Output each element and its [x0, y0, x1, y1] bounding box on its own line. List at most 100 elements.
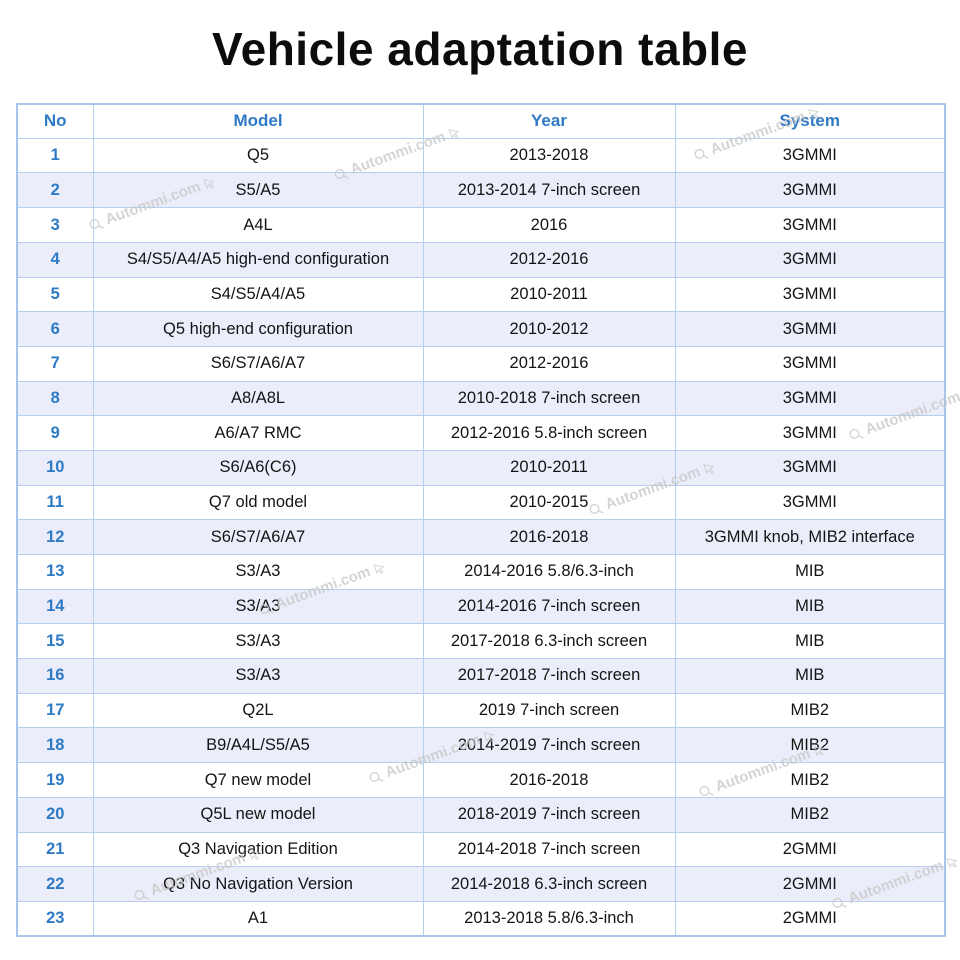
- header-row: No Model Year System: [16, 103, 946, 139]
- table-row: 16 S3/A3 2017-2018 7-inch screen MIB: [16, 658, 946, 694]
- table-row: 15 S3/A3 2017-2018 6.3-inch screen MIB: [16, 623, 946, 660]
- cell-year: 2010-2012: [422, 311, 676, 347]
- cell-model: A1: [92, 900, 424, 937]
- cell-no: 5: [16, 276, 94, 313]
- cell-system: 3GMMI knob, MIB2 interface: [674, 519, 946, 556]
- cell-year: 2014-2016 7-inch screen: [422, 588, 676, 625]
- page-title: Vehicle adaptation table: [211, 23, 749, 75]
- cell-year: 2016-2018: [422, 762, 676, 798]
- cell-year: 2017-2018 7-inch screen: [422, 658, 676, 694]
- cell-system: 2GMMI: [674, 900, 946, 937]
- cell-no: 9: [16, 415, 94, 451]
- cell-system: 2GMMI: [674, 866, 946, 902]
- cell-model: Q5: [92, 137, 424, 174]
- cell-no: 11: [16, 484, 94, 521]
- table-row: 11 Q7 old model 2010-2015 3GMMI: [16, 484, 946, 521]
- cell-year: 2010-2018 7-inch screen: [422, 380, 676, 417]
- cell-model: B9/A4L/S5/A5: [92, 727, 424, 764]
- cell-model: S3/A3: [92, 623, 424, 660]
- cell-model: S6/S7/A6/A7: [92, 345, 424, 382]
- cell-year: 2010-2015: [422, 484, 676, 521]
- cell-model: Q5 high-end configuration: [92, 311, 424, 347]
- cell-no: 15: [16, 623, 94, 660]
- cell-no: 13: [16, 554, 94, 590]
- cell-year: 2013-2018: [422, 137, 676, 174]
- cell-model: S3/A3: [92, 554, 424, 590]
- cell-year: 2013-2018 5.8/6.3-inch: [422, 900, 676, 937]
- cursor-arrow-icon: [946, 857, 958, 868]
- cell-model: Q7 new model: [92, 762, 424, 798]
- cell-no: 18: [16, 727, 94, 764]
- cell-system: 3GMMI: [674, 172, 946, 209]
- cell-year: 2012-2016: [422, 241, 676, 278]
- cell-no: 3: [16, 207, 94, 243]
- table-row: 23 A1 2013-2018 5.8/6.3-inch 2GMMI: [16, 900, 946, 937]
- cell-system: MIB: [674, 588, 946, 625]
- cell-year: 2014-2016 5.8/6.3-inch: [422, 554, 676, 590]
- cell-no: 20: [16, 796, 94, 833]
- cell-model: A8/A8L: [92, 380, 424, 417]
- table-row: 2 S5/A5 2013-2014 7-inch screen 3GMMI: [16, 172, 946, 209]
- cell-system: MIB: [674, 554, 946, 590]
- cell-system: 3GMMI: [674, 449, 946, 486]
- cell-system: 3GMMI: [674, 137, 946, 174]
- cell-no: 23: [16, 900, 94, 937]
- cell-system: 3GMMI: [674, 276, 946, 313]
- cell-year: 2014-2018 7-inch screen: [422, 831, 676, 868]
- header-year: Year: [422, 103, 676, 139]
- cell-model: Q2L: [92, 692, 424, 729]
- cell-model: Q3 No Navigation Version: [92, 866, 424, 902]
- table-body: 1 Q5 2013-2018 3GMMI 2 S5/A5 2013-2014 7-inch …: [16, 137, 946, 937]
- cell-no: 17: [16, 692, 94, 729]
- cell-model: Q3 Navigation Edition: [92, 831, 424, 868]
- table-row: 20 Q5L new model 2018-2019 7-inch screen MI…: [16, 796, 946, 833]
- cell-no: 6: [16, 311, 94, 347]
- cell-no: 2: [16, 172, 94, 209]
- cell-no: 8: [16, 380, 94, 417]
- cell-system: MIB: [674, 658, 946, 694]
- cell-system: 3GMMI: [674, 311, 946, 347]
- table-row: 8 A8/A8L 2010-2018 7-inch screen 3GMMI: [16, 380, 946, 417]
- cell-year: 2013-2014 7-inch screen: [422, 172, 676, 209]
- table-row: 4 S4/S5/A4/A5 high-end configuration 2012-…: [16, 241, 946, 278]
- cell-no: 16: [16, 658, 94, 694]
- table-row: 14 S3/A3 2014-2016 7-inch screen MIB: [16, 588, 946, 625]
- table-row: 7 S6/S7/A6/A7 2012-2016 3GMMI: [16, 345, 946, 382]
- cell-no: 7: [16, 345, 94, 382]
- cell-year: 2018-2019 7-inch screen: [422, 796, 676, 833]
- cell-model: A4L: [92, 207, 424, 243]
- header-no: No: [16, 103, 94, 139]
- table-row: 9 A6/A7 RMC 2012-2016 5.8-inch screen 3GMMI: [16, 415, 946, 451]
- cell-year: 2014-2019 7-inch screen: [422, 727, 676, 764]
- cell-model: S3/A3: [92, 658, 424, 694]
- vehicle-adaptation-table: No Model Year System 1 Q5 2013-2018 3GMMI 2 S…: [16, 102, 946, 938]
- cell-no: 12: [16, 519, 94, 556]
- cell-model: A6/A7 RMC: [92, 415, 424, 451]
- table-row: 13 S3/A3 2014-2016 5.8/6.3-inch MIB: [16, 554, 946, 590]
- cell-system: 3GMMI: [674, 207, 946, 243]
- cell-system: MIB2: [674, 796, 946, 833]
- table-row: 10 S6/A6(C6) 2010-2011 3GMMI: [16, 449, 946, 486]
- cell-model: S3/A3: [92, 588, 424, 625]
- cell-no: 4: [16, 241, 94, 278]
- cell-model: S4/S5/A4/A5: [92, 276, 424, 313]
- table-row: 12 S6/S7/A6/A7 2016-2018 3GMMI knob, MIB2 i…: [16, 519, 946, 556]
- cell-year: 2010-2011: [422, 276, 676, 313]
- cell-system: 3GMMI: [674, 345, 946, 382]
- table-row: 22 Q3 No Navigation Version 2014-2018 6.3-…: [16, 866, 946, 902]
- table-row: 17 Q2L 2019 7-inch screen MIB2: [16, 692, 946, 729]
- table-row: 3 A4L 2016 3GMMI: [16, 207, 946, 243]
- cell-no: 14: [16, 588, 94, 625]
- cell-no: 22: [16, 866, 94, 902]
- cell-system: 3GMMI: [674, 380, 946, 417]
- cell-system: 3GMMI: [674, 241, 946, 278]
- header-system: System: [674, 103, 946, 139]
- cell-year: 2016-2018: [422, 519, 676, 556]
- cell-system: MIB2: [674, 727, 946, 764]
- header-model: Model: [92, 103, 424, 139]
- cell-year: 2012-2016: [422, 345, 676, 382]
- cell-year: 2012-2016 5.8-inch screen: [422, 415, 676, 451]
- table-row: 18 B9/A4L/S5/A5 2014-2019 7-inch screen MIB…: [16, 727, 946, 764]
- table-row: 21 Q3 Navigation Edition 2014-2018 7-inch …: [16, 831, 946, 868]
- cell-system: 3GMMI: [674, 484, 946, 521]
